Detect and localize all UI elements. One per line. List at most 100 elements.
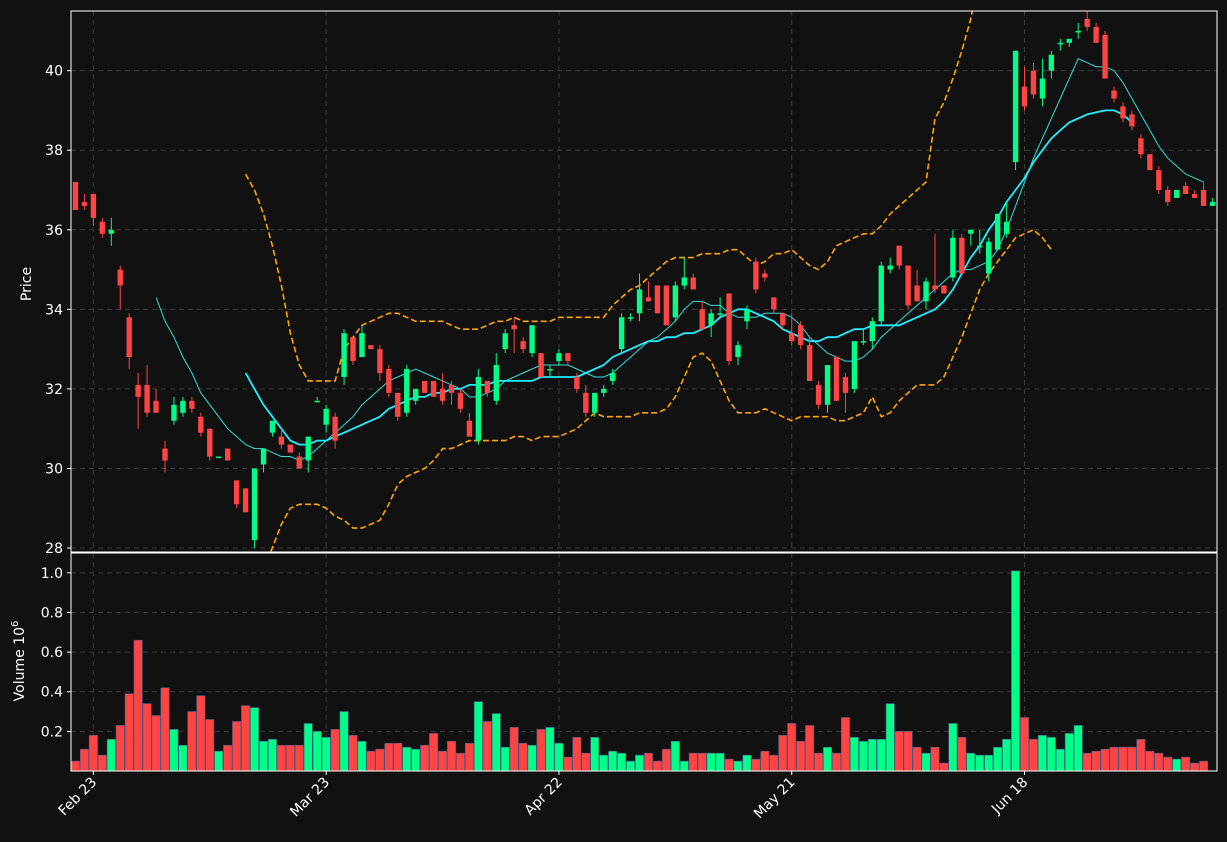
volume-bar — [151, 715, 161, 772]
candle-body — [914, 285, 920, 302]
candle-body — [1156, 170, 1162, 191]
candlesticks — [72, 11, 1216, 549]
volume-bar — [849, 737, 859, 772]
candle-body — [216, 456, 222, 459]
volume-bar — [285, 744, 295, 772]
volume-bar — [787, 723, 797, 772]
volume-bar — [536, 729, 546, 772]
volume-bar — [706, 752, 716, 772]
candle-body — [923, 281, 929, 302]
volume-bar — [438, 750, 448, 772]
volume-bar — [214, 750, 224, 772]
volume-bar — [903, 731, 913, 772]
volume-bar — [832, 752, 841, 772]
volume-bar — [1190, 762, 1200, 772]
volume-bar — [948, 723, 958, 772]
volume-bar — [223, 744, 233, 772]
candle-body — [547, 369, 553, 371]
candle-body — [421, 380, 428, 393]
candle-body — [672, 285, 679, 318]
volume-bar — [1037, 735, 1047, 772]
candle-body — [556, 353, 562, 362]
price-tick-label: 32 — [45, 382, 63, 398]
volume-bar — [1181, 756, 1191, 772]
volume-tick-label: 1.0 — [41, 566, 63, 582]
axis-ticks: 28 30 32 34 36 38 40 0.2 0.4 0.6 0.8 1.0 Feb 23 Mar 2… — [41, 64, 1227, 822]
candle-body — [466, 420, 473, 437]
volume-bar — [679, 760, 689, 772]
candle-body — [753, 261, 759, 290]
price-tick-label: 40 — [45, 64, 63, 80]
volume-bar — [259, 740, 268, 772]
price-tick-label: 28 — [45, 541, 63, 557]
candle-body — [1012, 50, 1019, 163]
candle-body — [413, 388, 419, 401]
fast-ma-line — [155, 58, 1204, 462]
candle-body — [377, 349, 383, 373]
candle-body — [654, 285, 661, 314]
candle-body — [90, 193, 97, 218]
panel-frames — [70, 10, 1218, 772]
candle-body — [824, 365, 831, 405]
candle-body — [395, 392, 401, 417]
volume-bar — [1163, 756, 1173, 772]
volume-bar — [464, 742, 474, 772]
price-frame — [70, 10, 1218, 553]
volume-axis-exponent: 6 — [10, 621, 21, 627]
candle-body — [994, 213, 1001, 250]
candle-body — [359, 333, 365, 358]
volume-bar — [429, 733, 439, 772]
price-panel — [72, 11, 1216, 552]
volume-bar — [106, 738, 116, 772]
volume-bar — [1127, 746, 1137, 772]
candle-body — [314, 400, 320, 403]
volume-bar — [742, 754, 752, 772]
candle-body — [645, 297, 652, 302]
volume-bar — [626, 760, 636, 772]
candle-body — [860, 341, 867, 343]
volume-bar — [921, 752, 931, 772]
candle-body — [851, 341, 858, 389]
candle-body — [162, 448, 168, 461]
candle-body — [618, 317, 625, 350]
lower-band-line — [269, 228, 1053, 552]
x-tick-label: May 21 — [751, 775, 799, 823]
volume-bar — [751, 758, 761, 772]
volume-bar — [160, 687, 170, 772]
volume-bar — [1011, 570, 1021, 772]
volume-bar — [500, 746, 510, 772]
candle-body — [1174, 190, 1180, 198]
candle-body — [1003, 221, 1010, 234]
volume-bar — [411, 748, 421, 772]
volume-bar — [984, 754, 994, 772]
candle-body — [269, 420, 276, 433]
volume-bar — [1002, 738, 1012, 772]
volume-bar — [661, 748, 671, 772]
candle-body — [108, 229, 114, 234]
volume-bar — [1091, 750, 1101, 772]
candle-body — [833, 357, 840, 401]
volume-bar — [1055, 748, 1065, 772]
candle-body — [323, 408, 329, 425]
volume-bar — [1046, 737, 1056, 772]
candle-body — [1200, 190, 1207, 206]
candle-body — [735, 345, 741, 358]
volume-bar — [482, 721, 492, 772]
slow-ma-line — [244, 109, 1133, 446]
candle-body — [583, 392, 589, 413]
candle-body — [144, 384, 150, 413]
volume-bar — [375, 748, 385, 772]
candle-body — [439, 388, 446, 401]
candle-body — [1129, 114, 1135, 127]
candle-body — [1120, 106, 1126, 119]
volume-bar — [1064, 733, 1074, 772]
volume-bar — [993, 746, 1003, 772]
candle-body — [574, 376, 580, 389]
volume-bar — [1154, 752, 1164, 772]
candle-body — [332, 416, 338, 441]
volume-bar — [1028, 738, 1038, 772]
volume-bar — [241, 705, 251, 772]
candle-body — [780, 313, 786, 326]
volume-bar — [384, 742, 394, 772]
